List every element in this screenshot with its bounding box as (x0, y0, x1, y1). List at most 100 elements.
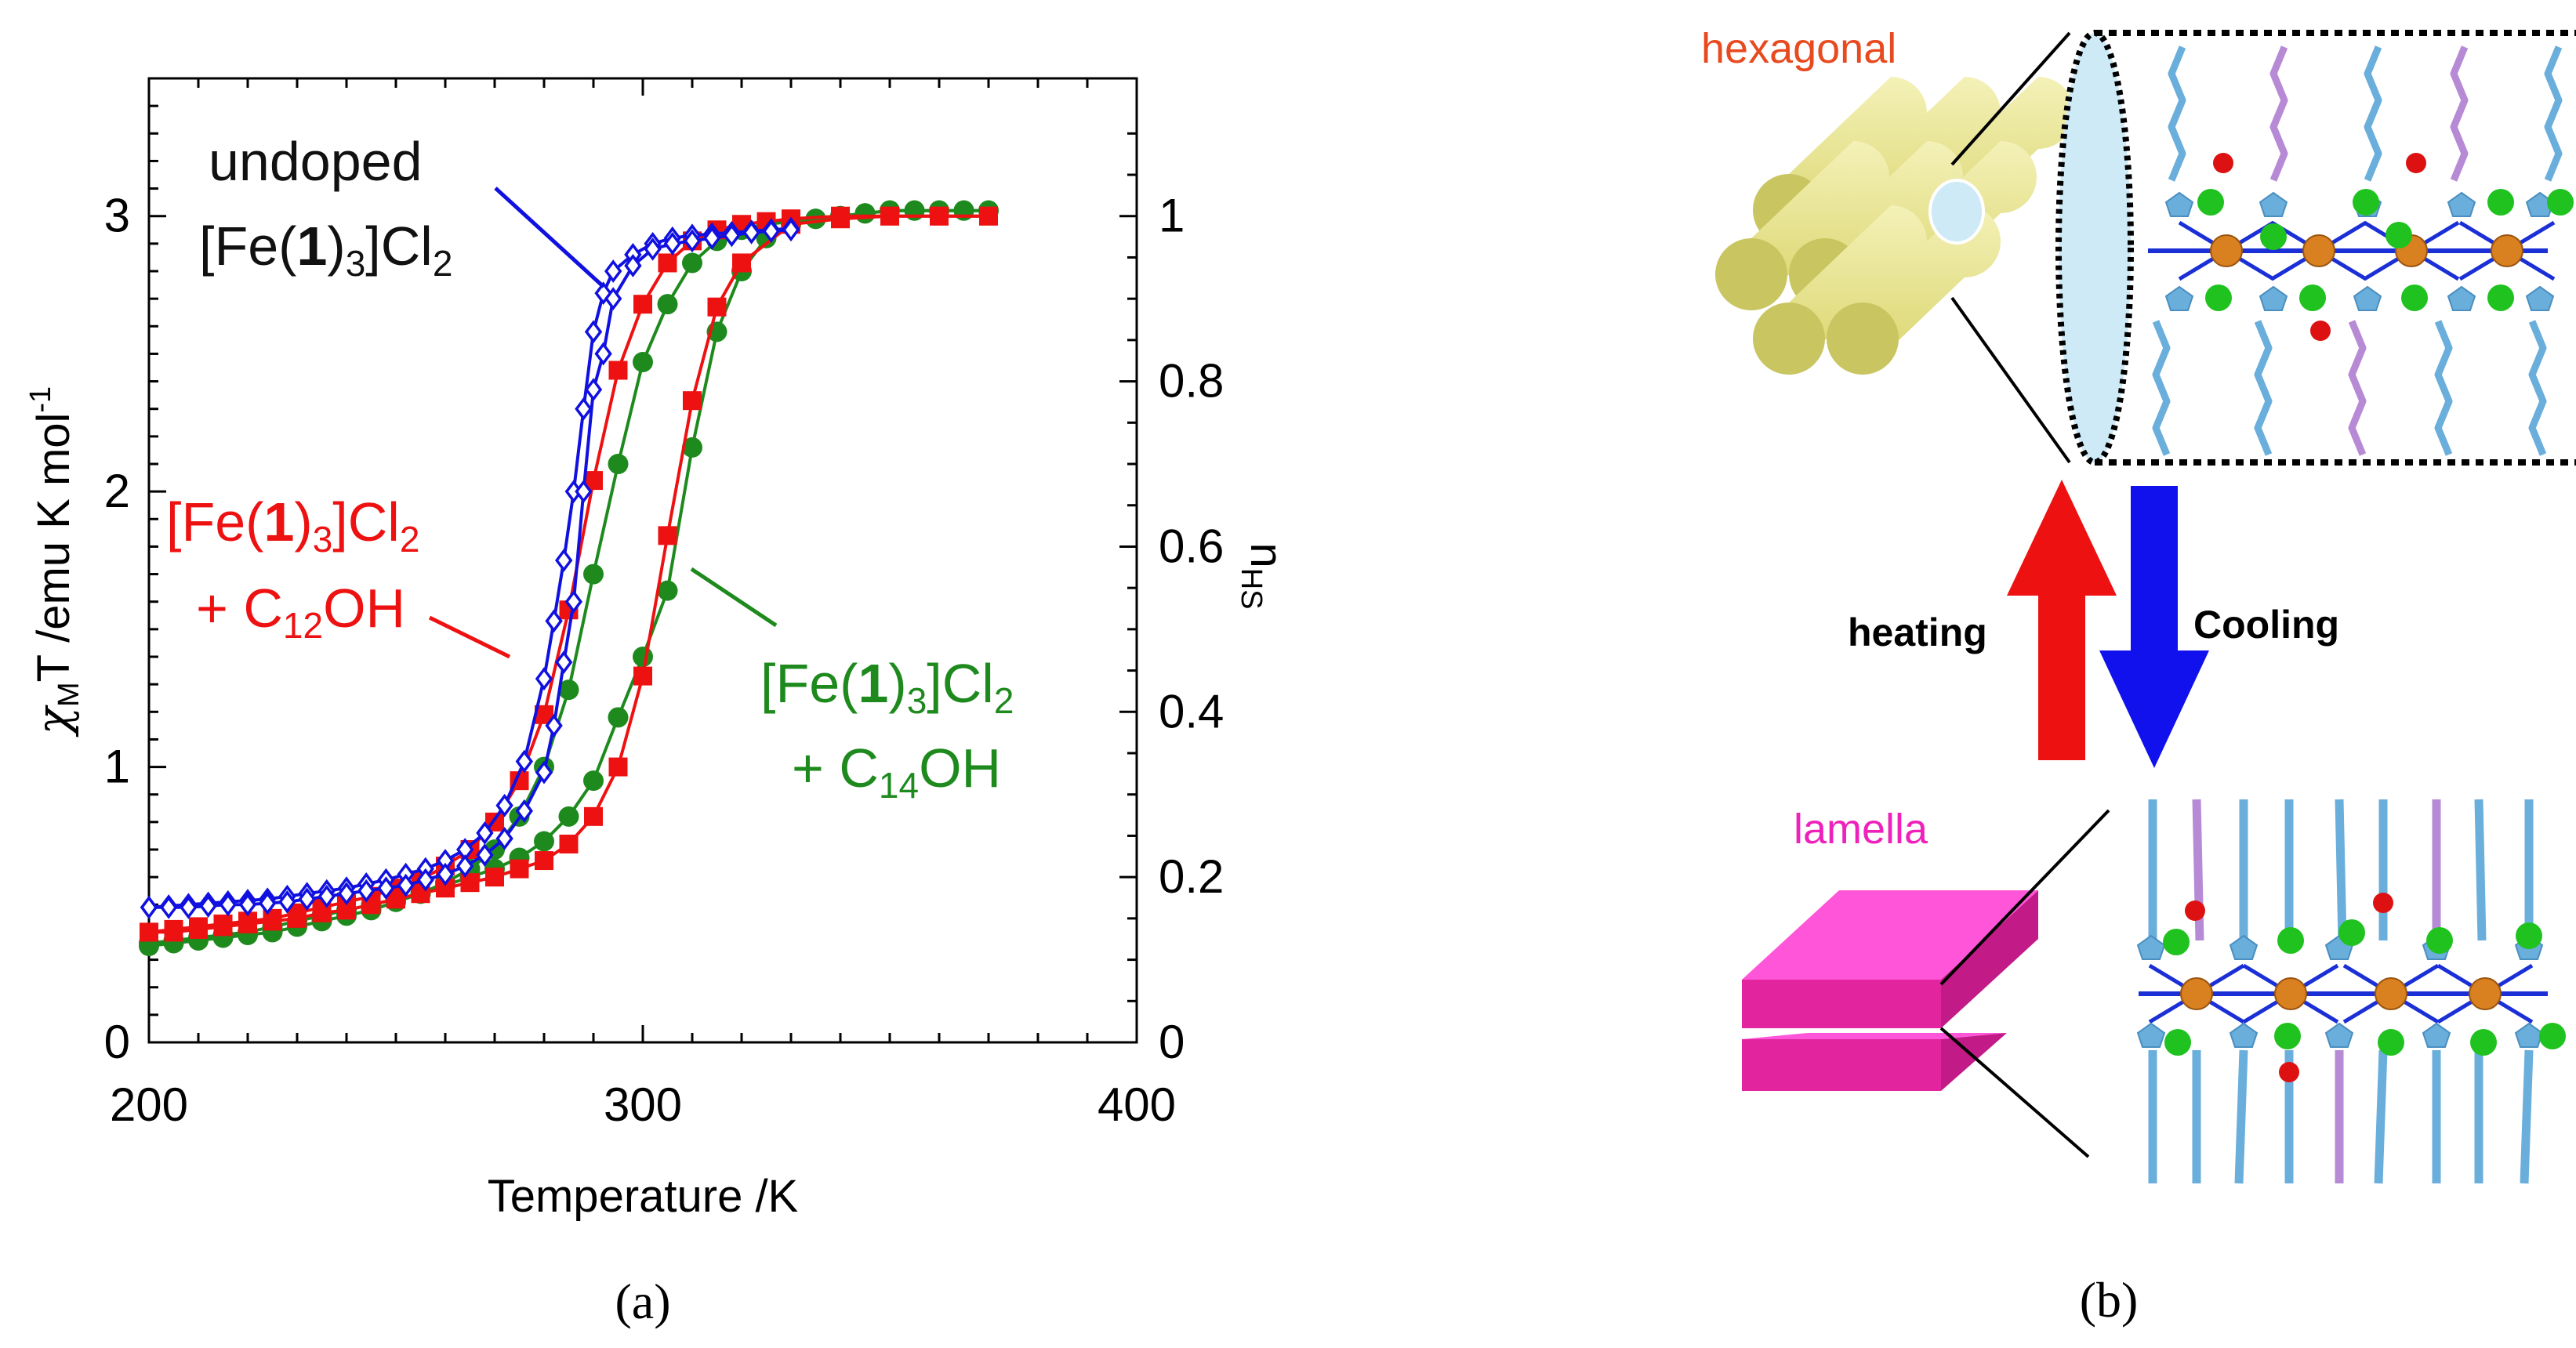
ann-c14-mid: ) (888, 653, 906, 714)
ligand-pentagon (2259, 285, 2288, 311)
hydroxyl-oxygen (2213, 153, 2233, 173)
y-tick-label: 0 (104, 1016, 130, 1068)
chloride-ion (2163, 929, 2190, 955)
y2-tick-label: 0.2 (1159, 850, 1224, 903)
data-point (633, 295, 652, 314)
data-point (854, 203, 876, 224)
ann-c12-oh: OH (323, 578, 405, 639)
heating-arrow (2007, 480, 2117, 760)
data-point (476, 843, 494, 867)
chloride-ion (2378, 1029, 2404, 1056)
y2-axis-ticks: 0 0.2 0.4 0.6 0.8 1 (1119, 132, 1224, 1068)
ligand-pentagon (2525, 285, 2555, 311)
panel-label-b: (b) (2080, 1272, 2139, 1328)
y2-tick-label: 0.6 (1159, 520, 1224, 572)
ligand-pentagon (2447, 285, 2476, 311)
data-point (584, 320, 603, 344)
chloride-ion (2164, 1029, 2191, 1056)
ann-c14-plus: + C (792, 737, 879, 799)
data-point (584, 806, 603, 826)
data-point (515, 749, 533, 774)
data-point (658, 526, 677, 545)
chloride-ion (2516, 922, 2542, 949)
data-point (495, 793, 513, 817)
data-point (510, 859, 529, 879)
ann-c12-bold: 1 (263, 491, 294, 553)
data-point (604, 287, 622, 311)
y2-tick-label: 1 (1159, 190, 1185, 242)
data-point (416, 868, 434, 892)
iron-center (2210, 234, 2243, 267)
alkyl-chain (2152, 320, 2171, 456)
ann-undoped-sub2: 2 (433, 243, 453, 284)
data-point (337, 882, 356, 906)
data-point (397, 873, 415, 897)
annotation-c14-line1: [Fe(1)3]Cl2 (760, 653, 1014, 721)
chloride-ion (2205, 284, 2232, 311)
iron-center (2469, 977, 2502, 1010)
lamellar-chain-top (2335, 799, 2347, 941)
iron-center (2375, 977, 2407, 1010)
data-point (555, 650, 573, 674)
ann-undoped-mid: ) (327, 216, 345, 277)
iron-center (2302, 234, 2335, 267)
data-point (723, 223, 741, 248)
data-point (288, 908, 307, 928)
ann-undoped-bold: 1 (296, 216, 327, 277)
chloride-ion (2539, 1023, 2566, 1049)
schematic-panel-b: hexagonal heating Cooling lamella (b) (1701, 25, 2576, 1328)
chloride-ion (2401, 284, 2428, 311)
leader-c14 (690, 567, 778, 628)
x-tick-label: 300 (604, 1078, 682, 1131)
hydroxyl-oxygen (2279, 1062, 2299, 1082)
iron-center (2180, 977, 2213, 1010)
iron-center (2274, 977, 2307, 1010)
ligand-pentagon (2422, 1022, 2451, 1048)
rod-end (1715, 238, 1787, 310)
data-point (535, 667, 553, 691)
ann-undoped-pre: [Fe( (199, 216, 296, 277)
data-point (357, 879, 376, 903)
ann-c14-sub2: 2 (994, 680, 1014, 721)
data-point (604, 259, 622, 283)
lamellar-chain-top (2474, 799, 2487, 941)
lamellar-molecular-structure (2136, 799, 2566, 1184)
chloride-ion (2470, 1029, 2497, 1056)
plot-frame (147, 77, 1138, 1044)
data-point (880, 206, 899, 226)
lamella-projection-top (1939, 809, 2110, 986)
y-axis-label-sub: M (53, 682, 85, 707)
data-point (742, 220, 760, 245)
data-point (703, 226, 721, 250)
y-axis-ticks: 0 1 2 3 (104, 77, 166, 1068)
projection-line-top (1950, 31, 2071, 166)
y-tick-label: 1 (104, 741, 130, 793)
data-point (456, 854, 474, 879)
data-point (259, 891, 277, 915)
ann-c12-post: ]Cl (332, 491, 400, 553)
y2-tick-label: 0.8 (1159, 355, 1224, 408)
data-point (624, 254, 642, 277)
data-point (199, 894, 217, 918)
data-point (657, 294, 678, 315)
alkyl-chain (2450, 45, 2469, 182)
hexagonal-rod-bundle (1715, 77, 2074, 375)
ann-c12-plus: + C (196, 578, 283, 639)
ann-c14-post: ]Cl (927, 653, 994, 714)
data-point (219, 893, 237, 917)
alkyl-chain (2254, 320, 2273, 456)
hydroxyl-oxygen (2310, 321, 2331, 341)
data-point (575, 397, 593, 421)
data-point (164, 922, 183, 942)
ann-c12-sub2: 2 (400, 519, 420, 560)
alkyl-chain (2434, 320, 2453, 456)
slab-top-face (1742, 890, 2038, 980)
y-axis-label-sup: -1 (24, 386, 57, 413)
data-point (534, 831, 554, 852)
data-point (683, 391, 702, 411)
slab-bottom-side (1941, 1033, 2007, 1091)
lamellar-chain-bottom (2374, 1049, 2388, 1184)
lamellar-chain-bottom (2234, 1049, 2248, 1184)
data-point (930, 206, 949, 226)
